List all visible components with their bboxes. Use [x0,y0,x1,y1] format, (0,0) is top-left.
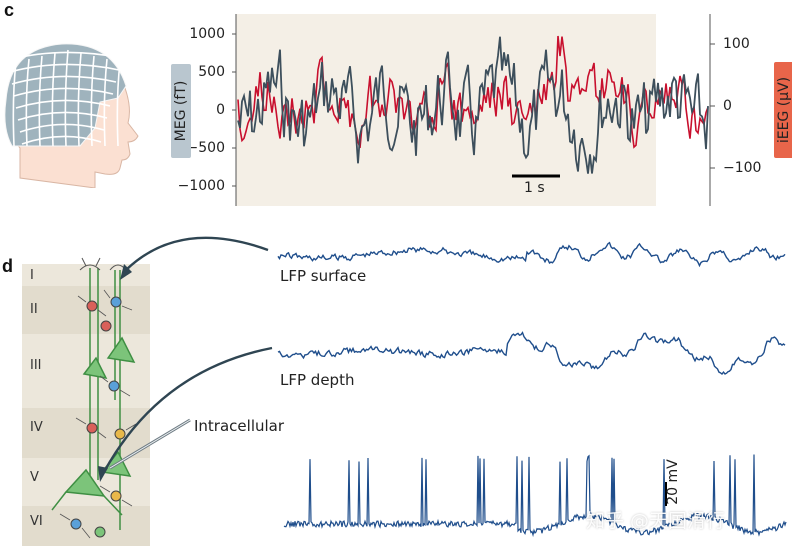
cortex-column [22,264,150,546]
voltage-scale-label: 20 mV [665,459,681,505]
watermark: 知乎 @天国滑行 [586,510,726,532]
ieeg-tick-0: 0 [723,98,732,114]
meg-tick-neg1000: −1000 [177,178,225,194]
lfp-depth-trace [277,331,786,375]
lfp-traces [277,241,787,538]
meg-trace [237,36,709,174]
meg-head-illustration [4,43,139,188]
meg-tick-1000: 1000 [189,26,225,42]
intracellular-trace [283,454,787,538]
ieeg-tick-100: 100 [723,36,750,52]
lfp-depth-label: LFP depth [280,371,355,389]
interneurons [70,296,126,538]
ieeg-tick-neg100: −100 [723,160,762,176]
meg-axis-label: MEG (fT) [171,64,191,158]
surface-arrow [125,236,269,271]
ieeg-trace [237,35,709,149]
meg-tick-neg500: −500 [186,140,225,156]
meg-ieeg-plot [232,14,715,206]
meg-tick-500: 500 [198,64,225,80]
layer-label-VI: VI [30,514,43,529]
layer-label-V: V [30,470,39,485]
lfp-surface-trace [277,241,786,268]
layer-label-III: III [30,358,42,373]
cortex-neurons-and-arrows [51,236,273,539]
lfp-surface-label: LFP surface [280,267,367,285]
panel-d-letter: d [2,256,13,276]
depth-arrow-head [98,466,108,482]
layer-label-II: II [30,302,38,317]
depth-arrow [102,346,273,473]
meg-tick-0: 0 [216,102,225,118]
ieeg-axis-label: iEEG (μV) [774,62,792,158]
time-scale-label: 1 s [524,180,545,196]
intracellular-label: Intracellular [194,417,285,435]
panel-c-letter: c [4,0,15,20]
layer-label-I: I [30,268,34,283]
layer-label-IV: IV [30,420,43,435]
surface-arrow-head [120,264,132,280]
